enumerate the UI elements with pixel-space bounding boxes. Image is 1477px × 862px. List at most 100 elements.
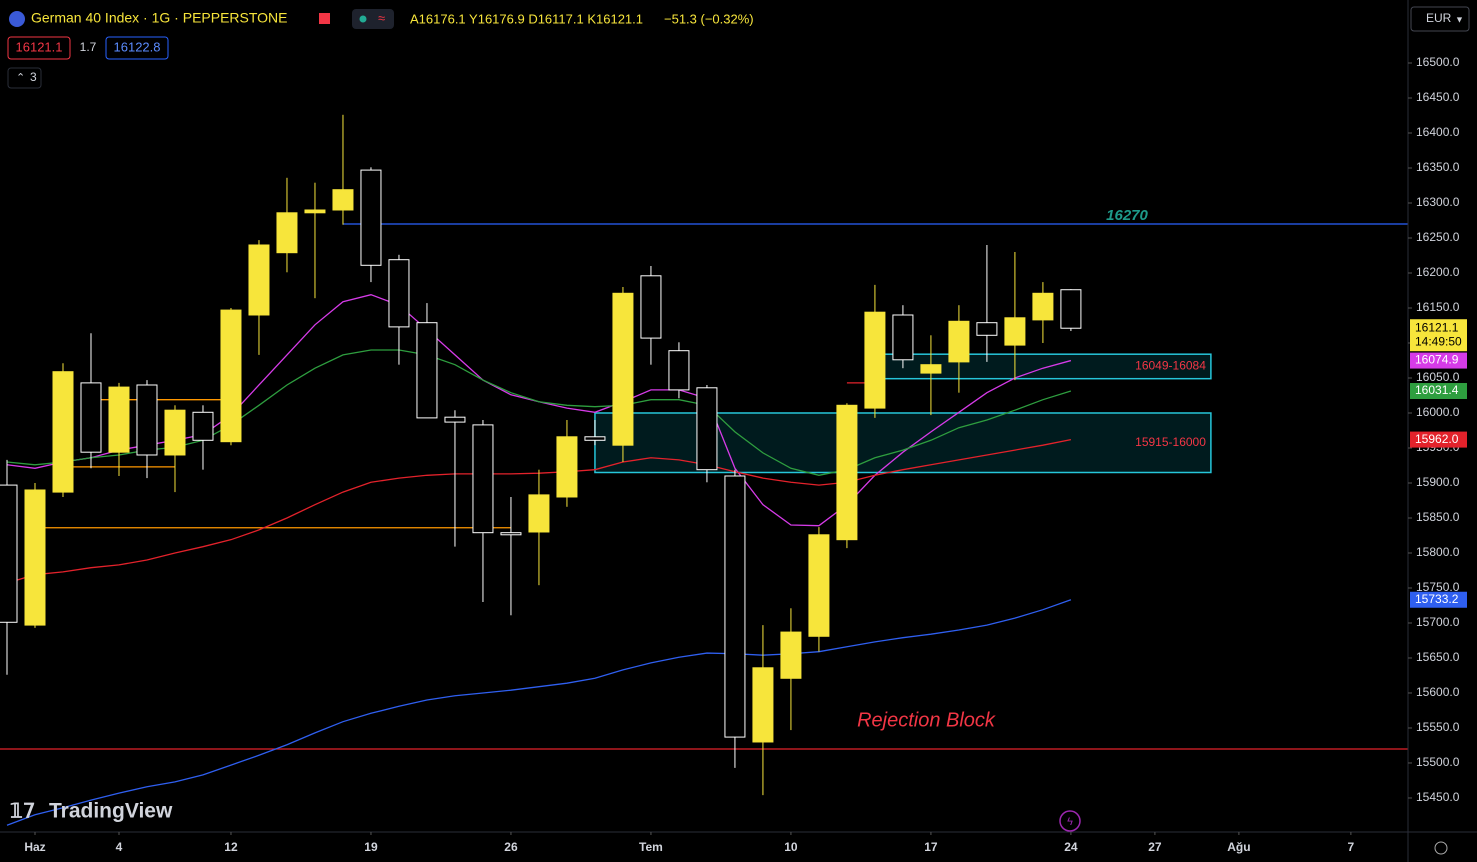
price-box <box>1410 319 1467 352</box>
x-tick-label: Ağu <box>1227 840 1250 854</box>
flag-icon <box>319 13 330 24</box>
y-tick-label: 16050.0 <box>1416 370 1460 384</box>
last-value-label: 16031.4 <box>1415 383 1459 397</box>
y-tick-label: 15450.0 <box>1416 790 1460 804</box>
candle-body <box>388 259 410 328</box>
candle-body <box>528 494 550 533</box>
candle-body <box>920 364 942 374</box>
x-tick-label: 7 <box>1348 840 1355 854</box>
x-tick-label: 17 <box>924 840 938 854</box>
y-tick-label: 16450.0 <box>1416 90 1460 104</box>
currency-button[interactable] <box>1410 6 1470 32</box>
y-tick-label: 15550.0 <box>1416 720 1460 734</box>
candle-body <box>864 311 886 409</box>
x-tick-label: 12 <box>224 840 238 854</box>
y-tick-label: 15700.0 <box>1416 615 1460 629</box>
candle-body <box>752 667 774 743</box>
last-value-box <box>1410 383 1467 400</box>
candle-body <box>1004 317 1026 346</box>
sell-price[interactable]: 16121.1 <box>16 39 63 54</box>
candle-body <box>584 436 606 441</box>
candle-body <box>248 244 270 316</box>
last-value-label: 15962.0 <box>1415 432 1459 446</box>
candle-body <box>472 424 494 534</box>
alert-bolt[interactable]: ϟ <box>1067 816 1073 828</box>
last-value-box <box>1410 352 1467 369</box>
sell-button[interactable] <box>7 36 71 60</box>
settings-icon[interactable] <box>1434 841 1448 855</box>
status-pill <box>352 9 394 29</box>
candle-body <box>668 350 690 391</box>
plot-layer: 16049-16084 15915-16000 <box>0 114 1408 826</box>
candle-body <box>500 532 522 536</box>
indicators-toggle[interactable] <box>7 67 42 89</box>
symbol-title: German 40 Index · 1G · PEPPERSTONE <box>31 10 288 26</box>
zone-label: 16049-16084 <box>1135 359 1206 373</box>
annotation: 16270 <box>1106 207 1148 224</box>
y-tick-label: 15900.0 <box>1416 475 1460 489</box>
y-tick-label: 15650.0 <box>1416 650 1460 664</box>
spread: 1.7 <box>80 40 97 54</box>
candle-body <box>360 169 382 266</box>
alert-icon[interactable] <box>1059 810 1081 832</box>
y-tick-label: 16400.0 <box>1416 125 1460 139</box>
candle-body <box>808 534 830 637</box>
candle-body <box>612 292 634 446</box>
x-tick-label: 19 <box>364 840 378 854</box>
indicator-count[interactable]: 3 <box>30 70 37 84</box>
zone-label: 15915-16000 <box>1135 435 1206 449</box>
countdown: 14:49:50 <box>1415 334 1462 348</box>
annotation: Rejection Block <box>857 709 996 731</box>
candle-body <box>416 322 438 419</box>
y-tick-label: 15800.0 <box>1416 545 1460 559</box>
x-tick-label: 10 <box>784 840 798 854</box>
candle-body <box>192 411 214 441</box>
x-tick-label: Tem <box>639 840 663 854</box>
candle-body <box>444 416 466 423</box>
buy-price[interactable]: 16122.8 <box>114 39 161 54</box>
y-tick-label: 15600.0 <box>1416 685 1460 699</box>
y-tick-label: 16250.0 <box>1416 230 1460 244</box>
candle-body <box>836 404 858 541</box>
plot-area: 16049-16084 15915-16000 <box>0 114 1408 826</box>
change-legend: −51.3 (−0.32%) <box>664 11 754 26</box>
x-tick-label: 4 <box>116 840 123 854</box>
last-value-box <box>1410 591 1467 608</box>
moving-average <box>6 599 1072 826</box>
candle-body <box>1060 289 1082 329</box>
y-tick-label: 15500.0 <box>1416 755 1460 769</box>
zone <box>594 412 1212 474</box>
y-tick-label: 16500.0 <box>1416 55 1460 69</box>
candle-body <box>108 386 130 453</box>
candle-body <box>304 209 326 214</box>
last-value-label: 15733.2 <box>1415 592 1459 606</box>
candle-body <box>24 489 46 626</box>
symbol-icon <box>9 11 25 27</box>
status-dot <box>359 15 367 23</box>
candle-body <box>780 631 802 679</box>
logo-mark: 𝟙𝟩 <box>10 800 35 822</box>
logo-text: TradingView <box>49 800 173 823</box>
x-tick-label: 26 <box>504 840 518 854</box>
candle-body <box>948 320 970 363</box>
candle-body <box>696 387 718 471</box>
y-tick-label: 16350.0 <box>1416 160 1460 174</box>
last-value-label: 16074.9 <box>1415 353 1459 367</box>
y-tick-label: 16300.0 <box>1416 195 1460 209</box>
candle-body <box>0 484 18 623</box>
candle-body <box>80 382 102 453</box>
currency[interactable]: EUR <box>1426 11 1452 25</box>
y-tick-label: 16150.0 <box>1416 300 1460 314</box>
chevron[interactable]: ⌃ <box>16 72 25 84</box>
price-label: 16121.1 <box>1415 320 1459 334</box>
candle-body <box>276 212 298 254</box>
candle-body <box>220 309 242 443</box>
buy-button[interactable] <box>105 36 169 60</box>
x-tick-label: Haz <box>24 840 45 854</box>
last-value-box <box>1410 431 1467 448</box>
candle-body <box>640 275 662 339</box>
candle-body <box>892 314 914 361</box>
ohlc-legend: A16176.1 Y16176.9 D16117.1 K16121.1 <box>410 11 643 26</box>
currency-caret[interactable]: ▼ <box>1455 14 1464 24</box>
y-tick-label: 15750.0 <box>1416 580 1460 594</box>
